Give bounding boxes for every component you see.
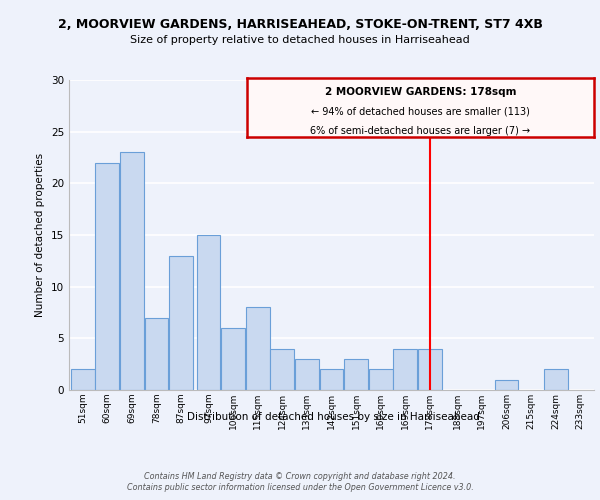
Bar xyxy=(394,348,417,390)
Text: Contains public sector information licensed under the Open Government Licence v3: Contains public sector information licen… xyxy=(127,484,473,492)
Text: Distribution of detached houses by size in Harriseahead: Distribution of detached houses by size … xyxy=(187,412,479,422)
Bar xyxy=(221,328,245,390)
Bar xyxy=(120,152,144,390)
Bar xyxy=(145,318,169,390)
Text: Contains HM Land Registry data © Crown copyright and database right 2024.: Contains HM Land Registry data © Crown c… xyxy=(144,472,456,481)
Bar xyxy=(344,359,368,390)
Text: Size of property relative to detached houses in Harriseahead: Size of property relative to detached ho… xyxy=(130,35,470,45)
Bar xyxy=(320,370,343,390)
Bar xyxy=(369,370,392,390)
Bar xyxy=(418,348,442,390)
Bar xyxy=(544,370,568,390)
Bar xyxy=(95,162,119,390)
Bar xyxy=(169,256,193,390)
Y-axis label: Number of detached properties: Number of detached properties xyxy=(35,153,46,317)
Bar xyxy=(271,348,294,390)
Bar xyxy=(295,359,319,390)
Bar xyxy=(197,235,220,390)
Bar xyxy=(246,308,269,390)
Bar xyxy=(494,380,518,390)
Bar xyxy=(71,370,95,390)
Text: 2, MOORVIEW GARDENS, HARRISEAHEAD, STOKE-ON-TRENT, ST7 4XB: 2, MOORVIEW GARDENS, HARRISEAHEAD, STOKE… xyxy=(58,18,542,30)
